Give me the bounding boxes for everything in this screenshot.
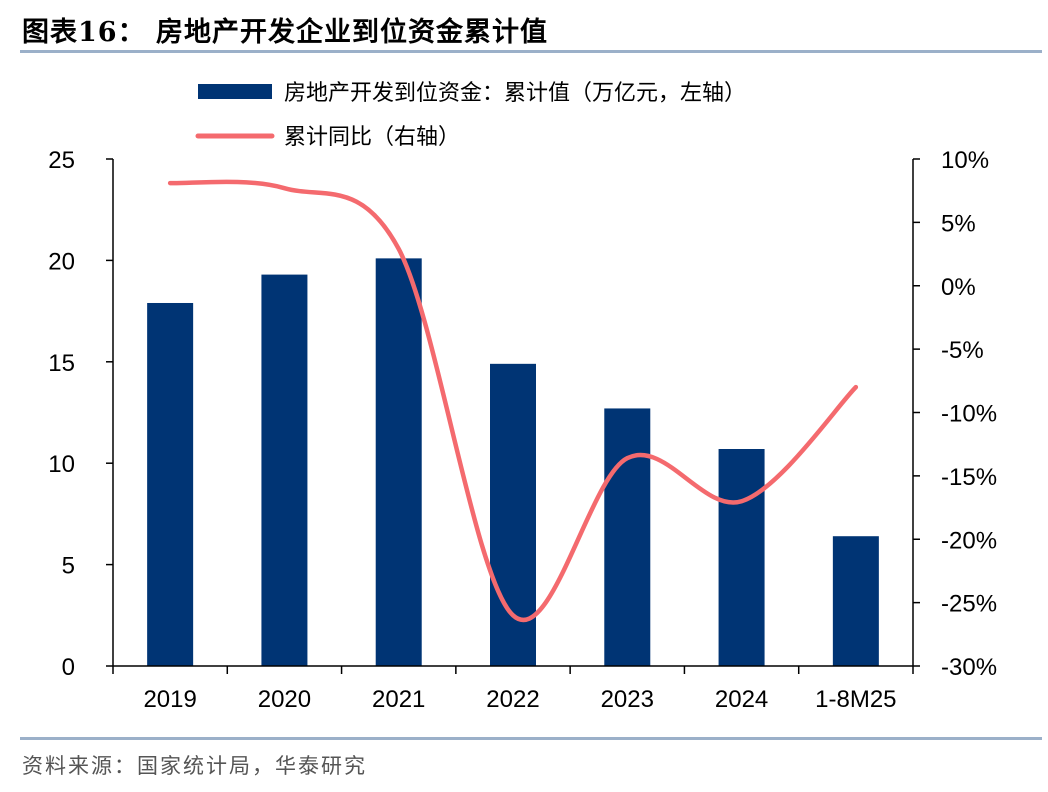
bar-2021: [375, 258, 422, 666]
y-right-tick-label: -5%: [941, 337, 984, 364]
legend-label-bar: 房地产开发到位资金：累计值（万亿元，左轴）: [284, 81, 746, 106]
y-right-tick-label: 5%: [941, 210, 976, 237]
bar-series: [147, 258, 879, 666]
x-tick-label: 1-8M25: [815, 686, 896, 713]
y-left-tick-label: 0: [62, 654, 75, 681]
legend-swatch-bar: [198, 84, 272, 99]
figure-title: 图表16： 房地产开发企业到位资金累计值: [22, 17, 548, 48]
x-tick-label: 2022: [486, 686, 539, 713]
title-rule: [20, 50, 1042, 53]
y-right-tick-label: -15%: [941, 464, 997, 491]
x-tick-label: 2020: [258, 686, 311, 713]
line-series: [167, 179, 859, 622]
x-tick-label: 2019: [143, 686, 196, 713]
legend: 房地产开发到位资金：累计值（万亿元，左轴） 累计同比（右轴）: [195, 81, 746, 150]
axes: 0 5 10 15 20 25 -30% -25% -20% -15% -10% -5% 0% 5% 10%…: [48, 147, 997, 713]
y-left-tick-label: 5: [62, 553, 75, 580]
bar-1-8M25: [832, 536, 879, 666]
source-note: 资料来源：国家统计局，华泰研究: [22, 754, 367, 778]
y-left-tick-label: 25: [48, 147, 75, 174]
yoy-line: [167, 179, 859, 622]
x-tick-label: 2024: [715, 686, 768, 713]
y-left-tick-label: 20: [48, 248, 75, 275]
footer-rule: [20, 737, 1042, 740]
bar-2020: [261, 274, 308, 666]
legend-label-line: 累计同比（右轴）: [284, 125, 460, 150]
y-right-tick-label: -20%: [941, 527, 997, 554]
y-right-tick-label: 10%: [941, 147, 989, 174]
y-left-tick-label: 15: [48, 350, 75, 377]
x-tick-label: 2023: [601, 686, 654, 713]
bar-2023: [604, 408, 651, 666]
bar-2024: [718, 449, 765, 666]
y-right-tick-label: -10%: [941, 401, 997, 428]
x-tick-label: 2021: [372, 686, 425, 713]
y-right-tick-label: 0%: [941, 274, 976, 301]
y-right-tick-label: -25%: [941, 591, 997, 618]
y-left-tick-label: 10: [48, 451, 75, 478]
y-right-tick-label: -30%: [941, 654, 997, 681]
bar-2019: [147, 302, 194, 666]
